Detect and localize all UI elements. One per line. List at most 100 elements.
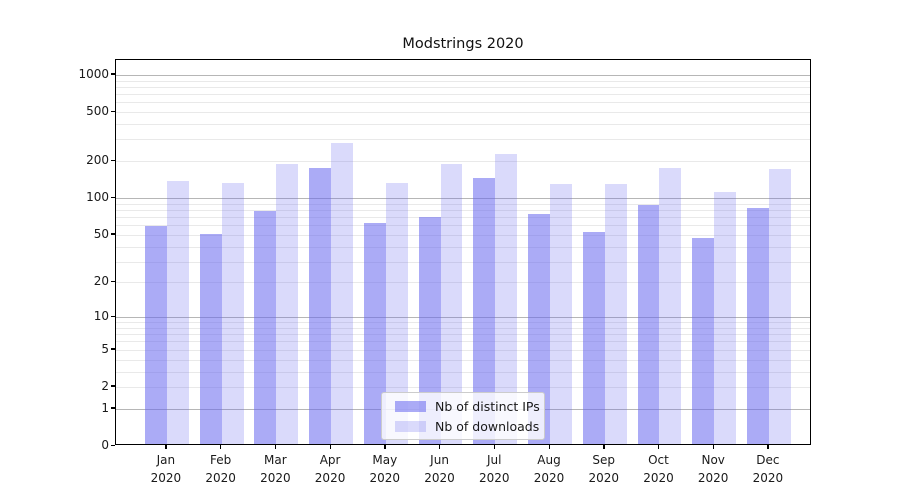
bar-distinct-ips-aug bbox=[528, 214, 550, 444]
minor-gridline bbox=[116, 203, 810, 205]
minor-gridline bbox=[116, 246, 810, 248]
minor-gridline bbox=[116, 112, 810, 114]
minor-gridline bbox=[116, 282, 810, 284]
x-tick-mark bbox=[439, 445, 441, 449]
bar-distinct-ips-may bbox=[363, 223, 386, 444]
major-gridline bbox=[116, 317, 810, 319]
x-tick-label: Jul 2020 bbox=[478, 453, 510, 485]
minor-gridline bbox=[116, 217, 810, 219]
bar-downloads-feb bbox=[221, 182, 244, 444]
minor-gridline bbox=[116, 334, 810, 336]
x-tick-mark bbox=[712, 445, 714, 449]
minor-gridline bbox=[116, 80, 810, 82]
bar-distinct-ips-sep bbox=[582, 231, 605, 444]
minor-gridline bbox=[116, 209, 810, 211]
minor-gridline bbox=[116, 86, 810, 88]
x-tick-label: Apr 2020 bbox=[314, 453, 346, 485]
x-tick-label: Nov 2020 bbox=[697, 453, 729, 485]
y-tick-label: 500 bbox=[86, 104, 109, 119]
legend-item-distinct-ips: Nb of distinct IPs bbox=[382, 399, 544, 414]
y-tick-mark bbox=[110, 73, 115, 75]
bar-distinct-ips-apr bbox=[309, 167, 332, 444]
bar-downloads-jul bbox=[495, 153, 518, 444]
y-tick-label: 5 bbox=[101, 341, 109, 356]
x-tick-label: Mar 2020 bbox=[260, 453, 291, 485]
y-tick-mark bbox=[110, 196, 115, 198]
y-tick-mark bbox=[110, 385, 115, 387]
bar-distinct-ips-jan bbox=[145, 225, 167, 444]
legend-label-distinct-ips: Nb of distinct IPs bbox=[435, 398, 540, 414]
y-tick-label: 100 bbox=[86, 190, 109, 205]
chart-title: Modstrings 2020 bbox=[402, 36, 524, 52]
x-tick-mark bbox=[274, 445, 277, 449]
y-tick-mark bbox=[110, 159, 115, 161]
bar-downloads-may bbox=[385, 182, 408, 444]
x-tick-label: Dec 2020 bbox=[752, 453, 784, 485]
minor-gridline bbox=[116, 102, 810, 104]
bar-downloads-apr bbox=[331, 142, 353, 444]
minor-gridline bbox=[116, 386, 810, 388]
y-tick-mark bbox=[110, 407, 115, 409]
y-tick-label: 1 bbox=[101, 400, 109, 415]
x-tick-label: Feb 2020 bbox=[205, 453, 236, 485]
major-gridline bbox=[116, 74, 810, 76]
y-tick-mark bbox=[110, 315, 115, 317]
y-tick-label: 200 bbox=[86, 153, 109, 168]
minor-gridline bbox=[116, 349, 810, 351]
bar-distinct-ips-dec bbox=[747, 207, 769, 444]
minor-gridline bbox=[116, 327, 810, 329]
minor-gridline bbox=[116, 371, 810, 373]
x-tick-mark bbox=[548, 445, 550, 449]
minor-gridline bbox=[116, 341, 810, 343]
minor-gridline bbox=[116, 234, 810, 236]
x-tick-mark bbox=[165, 445, 167, 449]
bar-downloads-aug bbox=[550, 183, 572, 444]
bar-downloads-oct bbox=[659, 168, 682, 444]
minor-gridline bbox=[116, 124, 810, 126]
x-tick-mark bbox=[767, 445, 769, 449]
y-tick-label: 20 bbox=[93, 274, 109, 289]
x-tick-label: Aug 2020 bbox=[533, 453, 565, 485]
minor-gridline bbox=[116, 139, 810, 141]
x-tick-mark bbox=[329, 445, 331, 449]
major-gridline bbox=[116, 198, 810, 200]
x-tick-label: May 2020 bbox=[369, 453, 401, 485]
y-tick-label: 50 bbox=[93, 226, 109, 241]
minor-gridline bbox=[116, 359, 810, 361]
y-tick-label: 10 bbox=[93, 309, 109, 324]
x-tick-mark bbox=[603, 445, 605, 449]
x-tick-label: Oct 2020 bbox=[643, 453, 674, 485]
y-tick-label: 0 bbox=[101, 438, 109, 452]
y-tick-label: 2 bbox=[101, 378, 109, 393]
x-tick-mark bbox=[657, 445, 660, 449]
y-tick-mark bbox=[110, 444, 115, 446]
legend: Nb of distinct IPs Nb of downloads bbox=[381, 392, 545, 440]
bar-distinct-ips-nov bbox=[692, 238, 715, 444]
y-tick-mark bbox=[110, 110, 115, 112]
minor-gridline bbox=[116, 261, 810, 263]
x-tick-label: Sep 2020 bbox=[588, 453, 619, 485]
bar-distinct-ips-oct bbox=[637, 205, 660, 444]
x-tick-mark bbox=[493, 445, 496, 449]
x-tick-label: Jun 2020 bbox=[424, 453, 455, 485]
bar-downloads-dec bbox=[768, 168, 791, 444]
legend-swatch-downloads bbox=[395, 420, 426, 432]
y-tick-mark bbox=[110, 280, 115, 283]
bar-downloads-nov bbox=[714, 192, 737, 444]
y-tick-mark bbox=[110, 233, 115, 235]
minor-gridline bbox=[116, 322, 810, 324]
bar-distinct-ips-jun bbox=[418, 216, 441, 444]
legend-swatch-distinct-ips bbox=[395, 400, 426, 412]
legend-label-downloads: Nb of downloads bbox=[435, 418, 540, 434]
y-tick-mark bbox=[110, 348, 115, 350]
bar-downloads-jan bbox=[166, 180, 189, 444]
bar-downloads-sep bbox=[604, 183, 627, 444]
minor-gridline bbox=[116, 161, 810, 163]
minor-gridline bbox=[116, 225, 810, 227]
x-tick-mark bbox=[384, 445, 386, 449]
y-tick-label: 1000 bbox=[78, 66, 109, 81]
x-tick-mark bbox=[220, 445, 222, 449]
bar-downloads-jun bbox=[440, 163, 463, 444]
plot-area: Nb of distinct IPs Nb of downloads bbox=[115, 59, 811, 445]
